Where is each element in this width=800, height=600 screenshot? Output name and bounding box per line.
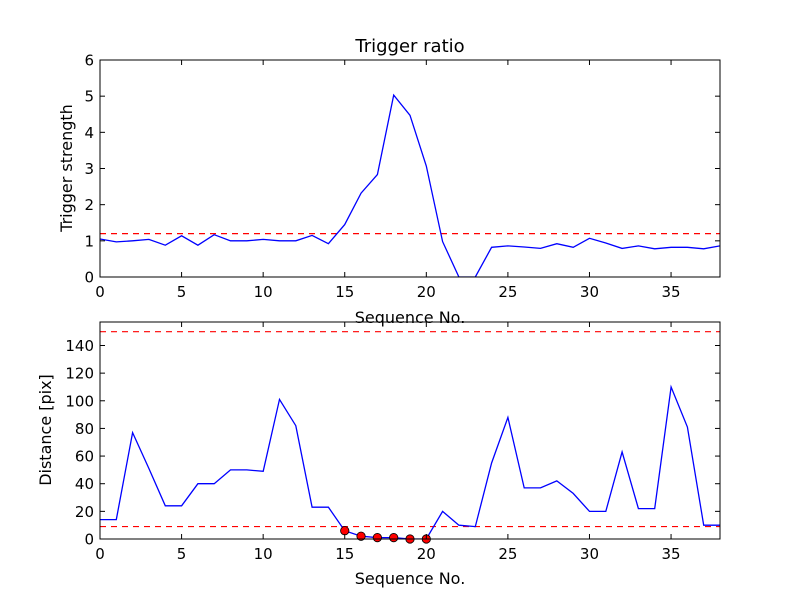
series-line [100, 384, 720, 539]
y-tick-label: 40 [75, 475, 94, 493]
x-tick-label: 20 [417, 545, 436, 563]
chart-trigger-ratio: Trigger ratio Sequence No. Trigger stren… [57, 36, 721, 327]
y-axis-label: Trigger strength [57, 104, 76, 233]
x-tick-label: 15 [335, 283, 354, 301]
data-point-marker [389, 533, 399, 543]
y-tick-label: 0 [84, 531, 94, 549]
x-tick-label: 0 [95, 545, 105, 563]
plot-area [100, 331, 720, 539]
x-tick-label: 35 [662, 283, 681, 301]
y-tick-label: 20 [75, 503, 94, 521]
x-tick-label: 25 [498, 545, 517, 563]
y-tick-label: 60 [75, 448, 94, 466]
y-tick-label: 140 [65, 337, 94, 355]
x-tick-label: 25 [498, 283, 517, 301]
chart-distance: Sequence No. Distance [pix] 0 5 10 15 20 25 30… [36, 321, 721, 588]
axes-frame [99, 321, 721, 540]
y-tick-label: 5 [84, 88, 94, 106]
x-tick-label: 20 [417, 283, 436, 301]
x-tick-label: 10 [254, 283, 273, 301]
chart-title: Trigger ratio [354, 36, 464, 57]
y-axis-label: Distance [pix] [36, 374, 55, 486]
x-tick-label: 5 [177, 283, 187, 301]
series-line [100, 93, 720, 277]
x-tick-label: 0 [95, 283, 105, 301]
x-axis-label: Sequence No. [355, 569, 466, 588]
axes-frame [99, 59, 721, 278]
plot-area [100, 93, 720, 277]
y-tick-label: 80 [75, 420, 94, 438]
data-point-marker [340, 526, 350, 536]
y-tick-label: 6 [84, 52, 94, 70]
y-tick-label: 1 [84, 232, 94, 250]
x-tick-label: 35 [662, 545, 681, 563]
x-tick-label: 5 [177, 545, 187, 563]
y-tick-label: 2 [84, 196, 94, 214]
x-tick-label: 15 [335, 545, 354, 563]
data-point-marker [372, 533, 382, 543]
x-tick-label: 30 [580, 545, 599, 563]
x-tick-label: 30 [580, 283, 599, 301]
y-tick-label: 120 [65, 365, 94, 383]
y-tick-label: 4 [84, 124, 94, 142]
y-tick-label: 100 [65, 392, 94, 410]
x-axis-label: Sequence No. [355, 308, 466, 327]
x-tick-label: 10 [254, 545, 273, 563]
data-point-marker [356, 531, 366, 541]
y-tick-label: 3 [84, 160, 94, 178]
y-tick-label: 0 [84, 269, 94, 287]
